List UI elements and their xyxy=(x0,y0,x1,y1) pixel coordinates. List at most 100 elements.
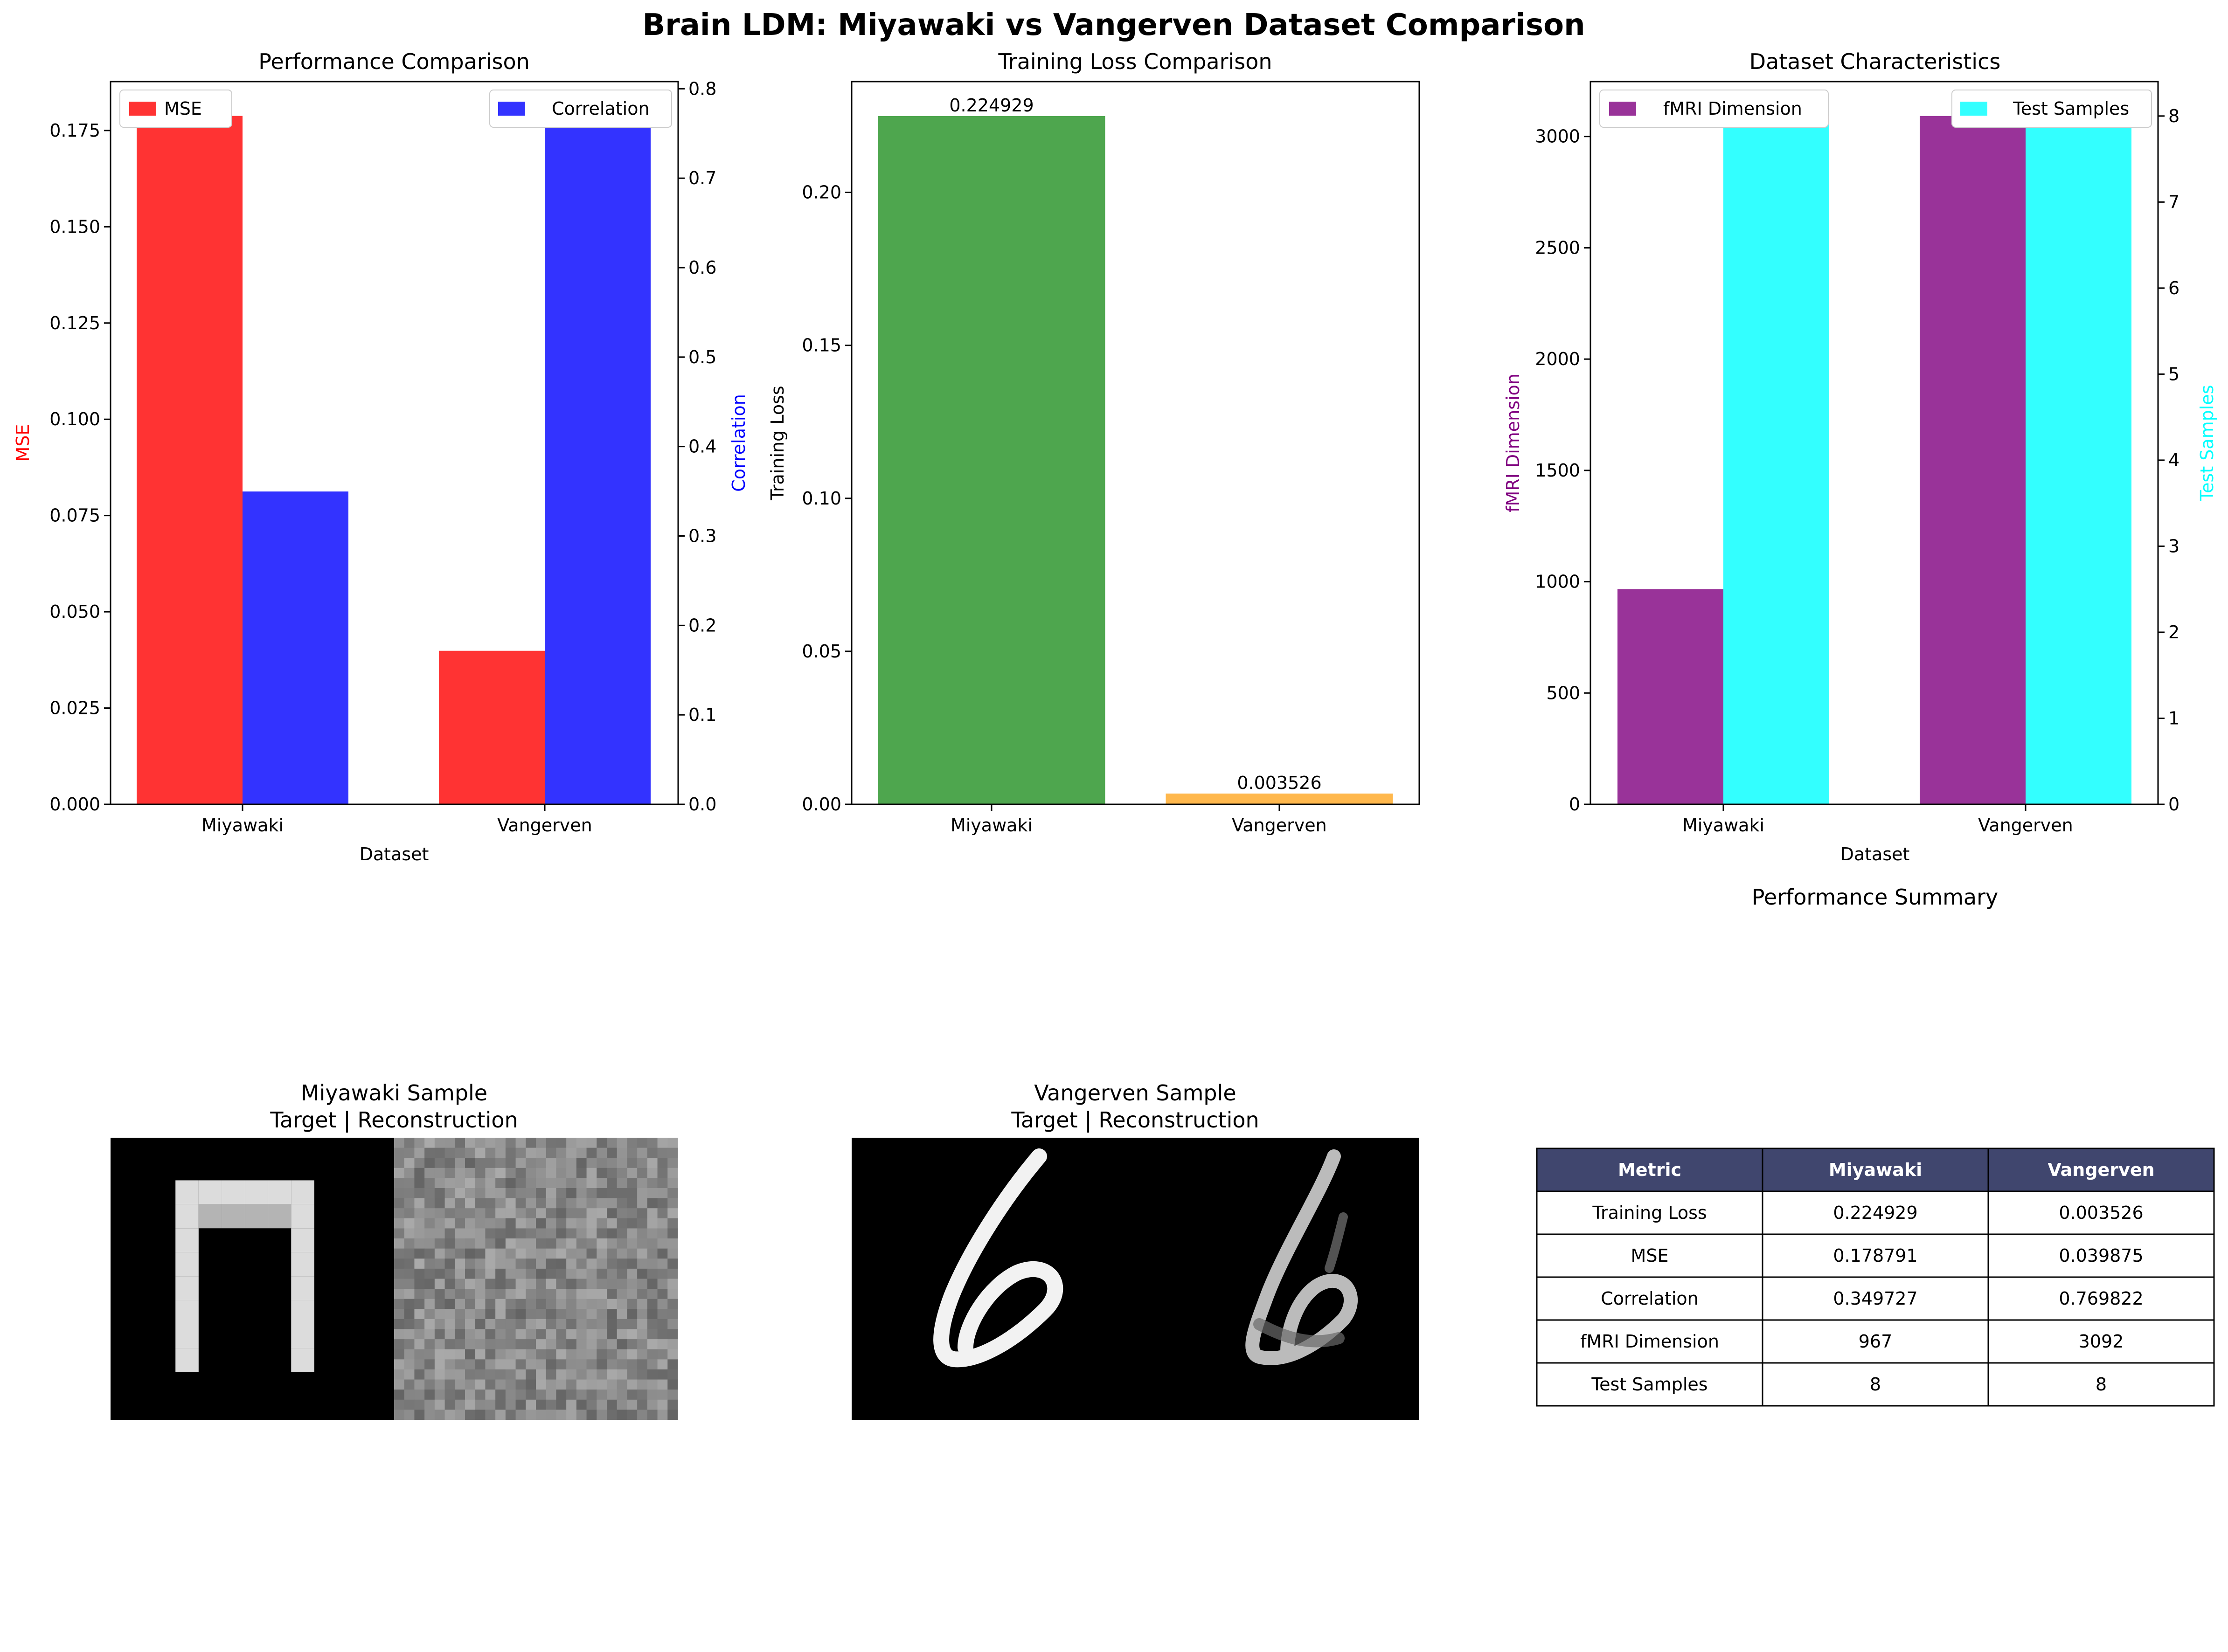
bar-test-samples-vangerven xyxy=(2026,116,2131,804)
reconstruction-pixel xyxy=(546,1329,557,1340)
reconstruction-pixel xyxy=(667,1379,678,1390)
reconstruction-pixel xyxy=(546,1178,557,1189)
reconstruction-pixel xyxy=(465,1208,476,1219)
reconstruction-pixel xyxy=(455,1158,465,1168)
reconstruction-pixel xyxy=(627,1178,638,1189)
reconstruction-pixel xyxy=(536,1410,547,1420)
reconstruction-pixel xyxy=(576,1379,587,1390)
reconstruction-pixel xyxy=(515,1188,526,1199)
fmri-axis-tick-label: 1000 xyxy=(1535,572,1580,592)
reconstruction-pixel xyxy=(597,1339,607,1350)
reconstruction-pixel xyxy=(566,1339,577,1350)
reconstruction-pixel xyxy=(586,1258,597,1269)
reconstruction-pixel xyxy=(475,1248,486,1259)
reconstruction-pixel xyxy=(546,1379,557,1390)
reconstruction-pixel xyxy=(495,1147,506,1158)
reconstruction-pixel xyxy=(597,1349,607,1360)
reconstruction-pixel xyxy=(485,1258,496,1269)
reconstruction-pixel xyxy=(485,1319,496,1330)
reconstruction-pixel xyxy=(444,1359,455,1370)
reconstruction-pixel xyxy=(566,1299,577,1309)
reconstruction-pixel xyxy=(404,1268,415,1279)
reconstruction-pixel xyxy=(647,1268,658,1279)
reconstruction-pixel xyxy=(404,1248,415,1259)
mse-axis-tick-label: 0.025 xyxy=(49,698,100,719)
reconstruction-pixel xyxy=(576,1208,587,1219)
reconstruction-pixel xyxy=(455,1299,465,1309)
target-pixel xyxy=(175,1300,199,1324)
reconstruction-pixel xyxy=(424,1349,435,1360)
table-cell-value: 0.769822 xyxy=(2059,1288,2143,1309)
reconstruction-pixel xyxy=(597,1208,607,1219)
performance-summary-title: Performance Summary xyxy=(1752,885,1998,910)
reconstruction-pixel xyxy=(505,1329,516,1340)
reconstruction-pixel xyxy=(515,1339,526,1350)
reconstruction-pixel xyxy=(404,1198,415,1209)
reconstruction-pixel xyxy=(556,1399,567,1410)
reconstruction-pixel xyxy=(607,1198,618,1209)
reconstruction-pixel xyxy=(536,1188,547,1199)
reconstruction-pixel xyxy=(526,1389,536,1400)
reconstruction-pixel xyxy=(505,1198,516,1209)
reconstruction-pixel xyxy=(495,1289,506,1299)
reconstruction-pixel xyxy=(536,1147,547,1158)
reconstruction-pixel xyxy=(475,1410,486,1420)
reconstruction-pixel xyxy=(536,1178,547,1189)
reconstruction-pixel xyxy=(495,1188,506,1199)
reconstruction-pixel xyxy=(667,1319,678,1330)
reconstruction-pixel xyxy=(627,1268,638,1279)
reconstruction-pixel xyxy=(627,1369,638,1380)
reconstruction-pixel xyxy=(637,1168,648,1179)
reconstruction-pixel xyxy=(495,1218,506,1229)
reconstruction-pixel xyxy=(627,1279,638,1289)
reconstruction-pixel xyxy=(485,1188,496,1199)
reconstruction-pixel xyxy=(505,1218,516,1229)
reconstruction-pixel xyxy=(515,1258,526,1269)
reconstruction-pixel xyxy=(414,1410,425,1420)
reconstruction-pixel xyxy=(597,1359,607,1370)
reconstruction-pixel xyxy=(586,1198,597,1209)
performance-plot-frame xyxy=(110,81,679,805)
table-header-cell xyxy=(1762,1147,1989,1192)
reconstruction-pixel xyxy=(515,1359,526,1370)
reconstruction-pixel xyxy=(444,1369,455,1380)
reconstruction-pixel xyxy=(617,1319,628,1330)
reconstruction-pixel xyxy=(576,1188,587,1199)
reconstruction-pixel xyxy=(657,1339,668,1350)
reconstruction-pixel xyxy=(586,1178,597,1189)
reconstruction-pixel xyxy=(556,1329,567,1340)
reconstruction-pixel xyxy=(444,1198,455,1209)
reconstruction-pixel xyxy=(526,1158,536,1168)
reconstruction-pixel xyxy=(597,1410,607,1420)
reconstruction-pixel xyxy=(505,1138,516,1148)
reconstruction-pixel xyxy=(647,1178,658,1189)
reconstruction-pixel xyxy=(667,1158,678,1168)
reconstruction-pixel xyxy=(566,1138,577,1148)
reconstruction-pixel xyxy=(424,1379,435,1390)
reconstruction-pixel xyxy=(455,1309,465,1320)
reconstruction-pixel xyxy=(414,1389,425,1400)
reconstruction-pixel xyxy=(414,1359,425,1370)
reconstruction-pixel xyxy=(455,1228,465,1239)
reconstruction-pixel xyxy=(657,1218,668,1229)
reconstruction-pixel xyxy=(546,1399,557,1410)
reconstruction-pixel xyxy=(434,1410,445,1420)
reconstruction-pixel xyxy=(414,1178,425,1189)
reconstruction-pixel xyxy=(404,1147,415,1158)
performance-x-tick-label: Vangerven xyxy=(497,815,592,836)
test-samples-axis-tick-label: 1 xyxy=(2168,708,2179,728)
reconstruction-pixel xyxy=(526,1198,536,1209)
reconstruction-pixel xyxy=(637,1228,648,1239)
reconstruction-pixel xyxy=(617,1369,628,1380)
reconstruction-pixel xyxy=(627,1228,638,1239)
reconstruction-pixel xyxy=(404,1289,415,1299)
reconstruction-pixel xyxy=(556,1228,567,1239)
training-loss-axis-tick-label: 0.00 xyxy=(802,794,841,815)
dataset-characteristics-ylabel-left: fMRI Dimension xyxy=(1503,373,1523,512)
reconstruction-pixel xyxy=(424,1339,435,1350)
reconstruction-pixel xyxy=(455,1359,465,1370)
reconstruction-pixel xyxy=(566,1147,577,1158)
reconstruction-pixel xyxy=(586,1379,597,1390)
reconstruction-pixel xyxy=(455,1238,465,1249)
reconstruction-pixel xyxy=(424,1359,435,1370)
